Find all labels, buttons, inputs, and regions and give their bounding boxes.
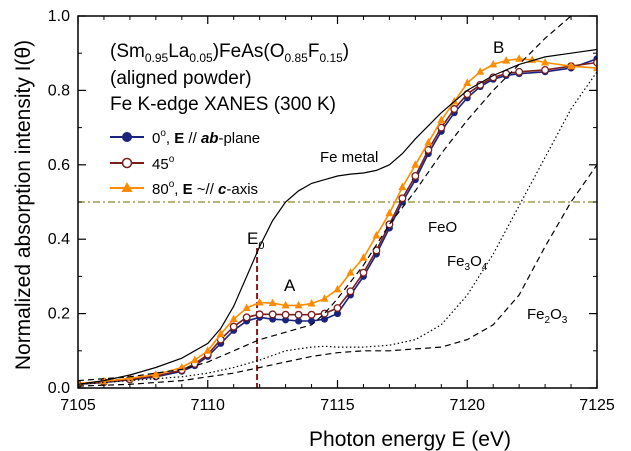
point-s45-30 bbox=[515, 67, 524, 76]
point-s80-19 bbox=[372, 230, 381, 239]
point-s80-16 bbox=[333, 284, 342, 293]
point-s45-18 bbox=[359, 268, 368, 277]
point-s80-24 bbox=[437, 115, 446, 124]
point-s80-3 bbox=[151, 370, 160, 378]
series-line-fe3o4 bbox=[78, 71, 597, 385]
annotation-e0: E0 bbox=[247, 229, 264, 252]
point-s80-8 bbox=[229, 314, 238, 323]
point-s45-23 bbox=[424, 145, 433, 154]
point-s80-7 bbox=[216, 329, 225, 338]
series-line-s0 bbox=[78, 58, 597, 386]
svg-text:80o, E ~// c-axis: 80o, E ~// c-axis bbox=[152, 179, 258, 198]
point-s80-32 bbox=[541, 58, 550, 66]
series-line-fe2o3 bbox=[78, 164, 597, 387]
point-s45-14 bbox=[307, 310, 316, 319]
point-s80-29 bbox=[502, 56, 511, 64]
point-s0-15 bbox=[321, 315, 329, 323]
point-s45-8 bbox=[229, 322, 238, 331]
legend: (Sm0.95La0.05)FeAs(O0.85F0.15) (aligned … bbox=[110, 41, 349, 198]
y-tick-label-5: 1.0 bbox=[48, 8, 70, 25]
series-line-s45 bbox=[78, 61, 597, 386]
annotation-fe3o4: Fe3O4 bbox=[447, 253, 488, 273]
point-s45-17 bbox=[346, 287, 355, 296]
point-s80-17 bbox=[346, 268, 355, 276]
series-line-fe_metal bbox=[78, 48, 597, 385]
point-s45-16 bbox=[333, 304, 342, 312]
point-s80-30 bbox=[515, 54, 524, 62]
point-s45-24 bbox=[437, 123, 446, 132]
legend-sample-form: (aligned powder) bbox=[110, 68, 252, 89]
point-s80-9 bbox=[242, 303, 251, 312]
point-s0-16 bbox=[334, 310, 341, 318]
x-tick-label-3: 7120 bbox=[449, 397, 485, 414]
point-s45-12 bbox=[281, 310, 290, 319]
annotation-peak-b: B bbox=[493, 38, 504, 57]
x-axis-label: Photon energy E (eV) bbox=[309, 428, 511, 451]
point-s45-10 bbox=[255, 310, 264, 319]
y-tick-label-4: 0.8 bbox=[48, 82, 70, 99]
legend-marker-80deg bbox=[121, 182, 133, 192]
point-s80-6 bbox=[203, 346, 212, 354]
point-s80-5 bbox=[190, 355, 199, 364]
annotation-feo: FeO bbox=[428, 219, 457, 236]
x-tick-label-1: 7110 bbox=[191, 397, 226, 414]
svg-text:0o, E // ab-plane: 0o, E // ab-plane bbox=[152, 128, 260, 147]
point-s80-13 bbox=[294, 300, 303, 309]
point-s45-31 bbox=[541, 65, 550, 74]
legend-entry-45deg: 45o bbox=[110, 154, 175, 173]
point-s45-9 bbox=[242, 313, 251, 322]
point-s80-33 bbox=[567, 61, 576, 70]
point-s80-11 bbox=[268, 298, 277, 307]
point-s80-28 bbox=[489, 59, 498, 68]
axes bbox=[77, 15, 598, 389]
x-tick-label-4: 7125 bbox=[579, 397, 615, 414]
point-s80-23 bbox=[424, 137, 433, 146]
point-s80-4 bbox=[177, 363, 186, 371]
legend-entry-80deg: 80o, E ~// c-axis bbox=[110, 179, 258, 198]
point-s45-13 bbox=[294, 310, 303, 319]
legend-marker-45deg bbox=[121, 157, 133, 169]
y-axis-label: Normalized absorption intensity I(θ) bbox=[12, 40, 35, 370]
point-s45-33 bbox=[593, 58, 597, 67]
point-s80-21 bbox=[398, 182, 407, 191]
y-tick-label-3: 0.6 bbox=[48, 157, 70, 174]
point-s0-13 bbox=[295, 317, 303, 325]
legend-marker-0deg bbox=[122, 132, 132, 142]
point-s80-22 bbox=[411, 160, 420, 168]
svg-text:45o: 45o bbox=[152, 154, 175, 173]
point-s45-11 bbox=[268, 310, 277, 319]
point-s80-26 bbox=[463, 78, 472, 86]
legend-measurement: Fe K-edge XANES (300 K) bbox=[110, 94, 336, 115]
annotation-peak-a: A bbox=[284, 276, 296, 295]
series-line-feo bbox=[78, 16, 572, 382]
point-s45-19 bbox=[372, 246, 381, 255]
point-s80-20 bbox=[385, 208, 394, 217]
y-tick-label-2: 0.4 bbox=[48, 231, 70, 248]
x-tick-label-0: 7105 bbox=[60, 397, 96, 414]
point-s80-18 bbox=[359, 253, 368, 261]
legend-entry-0deg: 0o, E // ab-plane bbox=[110, 128, 260, 147]
point-s45-21 bbox=[398, 194, 407, 203]
y-tick-label-0: 0.0 bbox=[48, 380, 70, 397]
x-tick-label-2: 7115 bbox=[320, 397, 355, 414]
y-tick-label-1: 0.2 bbox=[48, 306, 70, 323]
point-s80-10 bbox=[255, 297, 264, 306]
point-s45-25 bbox=[450, 105, 459, 113]
point-s45-22 bbox=[411, 172, 420, 180]
point-s80-15 bbox=[320, 294, 329, 302]
tick-labels: 7105 7110 7115 7120 7125 0.0 0.2 0.4 0.6 0.8 1.0 bbox=[48, 8, 615, 414]
point-s80-2 bbox=[125, 373, 134, 382]
point-s80-27 bbox=[476, 67, 485, 75]
point-s80-34 bbox=[593, 63, 597, 72]
legend-compound-formula: (Sm0.95La0.05)FeAs(O0.85F0.15) bbox=[110, 41, 349, 65]
series-layer bbox=[78, 16, 597, 388]
annotation-fe2o3: Fe2O3 bbox=[527, 306, 568, 326]
point-s80-14 bbox=[307, 299, 316, 307]
annotation-fe-metal: Fe metal bbox=[320, 149, 378, 166]
point-s80-12 bbox=[281, 300, 290, 309]
